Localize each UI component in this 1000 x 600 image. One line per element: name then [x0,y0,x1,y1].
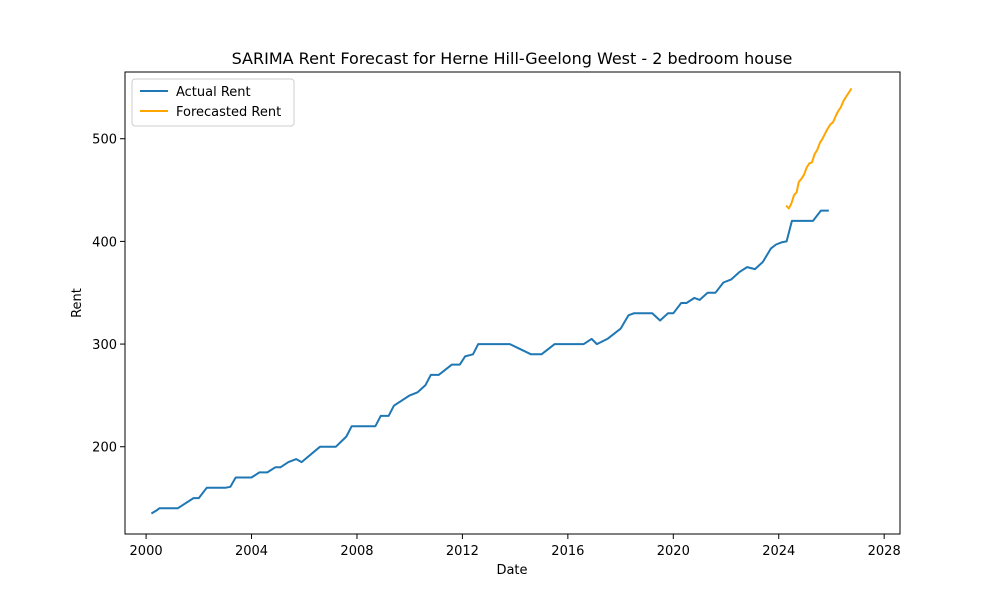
y-axis-title: Rent [70,288,85,318]
x-tick-label: 2000 [130,544,163,559]
series-line-forecasted-rent [785,87,853,210]
legend-box [131,78,295,127]
chart-title: SARIMA Rent Forecast for Herne Hill-Geel… [232,49,793,68]
x-tick-label: 2024 [762,544,795,559]
y-tick-label: 300 [92,338,117,353]
x-tick-label: 2004 [235,544,268,559]
y-tick-label: 400 [92,235,117,250]
x-tick-label: 2016 [551,544,584,559]
x-tick-label: 2020 [657,544,690,559]
x-tick-label: 2028 [868,544,901,559]
series-line-actual-rent [150,209,829,515]
x-axis-title: Date [496,563,527,578]
x-tick-label: 2008 [340,544,373,559]
x-tick-label: 2012 [446,544,479,559]
legend: Actual Rent Forecasted Rent [131,78,295,127]
y-tick-label: 200 [92,441,117,456]
series-layer [150,87,853,515]
legend-label-actual: Actual Rent [176,85,251,100]
legend-label-forecast: Forecasted Rent [176,105,281,120]
y-tick-label: 500 [92,133,117,148]
ticks-layer: 2000 2004 2008 2012 2016 2020 2024 2028 200 300 40… [92,133,901,559]
plot-frame [124,71,901,535]
